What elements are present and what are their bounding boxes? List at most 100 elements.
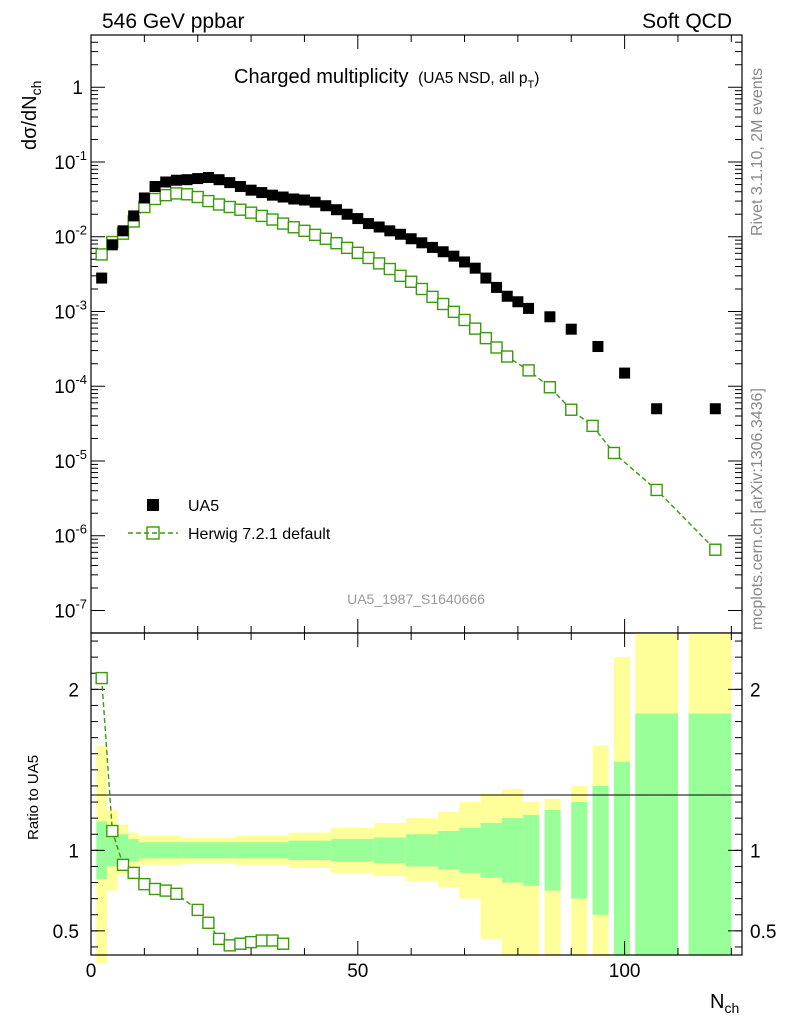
ratio-band-stat xyxy=(437,831,460,870)
mc-point-main xyxy=(372,257,386,270)
data-point-main xyxy=(181,174,193,186)
data-point-main xyxy=(427,241,439,253)
mc-point-main xyxy=(436,297,450,311)
data-point-main xyxy=(592,341,604,353)
data-point-main xyxy=(523,302,535,314)
mc-point-ratio xyxy=(95,671,108,685)
data-point-main xyxy=(469,262,481,274)
legend-label-data: UA5 xyxy=(188,498,219,515)
data-point-main xyxy=(234,181,246,193)
ratio-band-stat xyxy=(480,822,502,878)
data-point-main xyxy=(709,403,721,415)
mc-point-main xyxy=(426,290,439,304)
ratio-axis-ticks: 0.5 0.5 1 1 2 2 0 50 100 xyxy=(53,633,776,982)
mc-point-main xyxy=(340,241,354,255)
mc-point-ratio xyxy=(127,866,140,880)
mc-point-ratio xyxy=(191,903,204,917)
mc-point-main xyxy=(586,419,599,433)
data-point-main xyxy=(341,208,353,220)
ratio-band-stat xyxy=(288,840,332,861)
data-point-main xyxy=(298,194,310,206)
data-point-main xyxy=(277,191,289,203)
mc-point-main xyxy=(479,331,493,345)
ratio-band-stat xyxy=(688,713,732,955)
main-ytick-label: 10-7 xyxy=(54,596,87,622)
legend-marker-mc xyxy=(146,526,160,540)
data-point-main xyxy=(320,200,332,212)
header-right: Soft QCD xyxy=(642,10,732,33)
mc-point-main xyxy=(468,322,482,335)
ratio-ytick-label-left: 1 xyxy=(68,841,79,862)
mc-point-main xyxy=(543,381,557,394)
mc-point-main xyxy=(95,248,108,261)
main-frame xyxy=(90,34,743,634)
mc-point-main xyxy=(159,188,172,202)
mc-point-main xyxy=(148,192,162,206)
data-point-main xyxy=(128,210,140,222)
main-ytick-label: 10-1 xyxy=(54,148,87,174)
data-point-main xyxy=(512,296,524,308)
mc-point-ratio xyxy=(234,937,247,950)
mc-point-main xyxy=(404,275,418,288)
mc-point-ratio xyxy=(138,877,151,891)
mc-point-main xyxy=(351,246,365,259)
data-series-main xyxy=(96,172,721,415)
mc-point-main xyxy=(490,341,503,354)
mc-point-main xyxy=(565,403,578,416)
ratio-ytick-label-left: 0.5 xyxy=(53,922,79,943)
data-point-main xyxy=(256,187,268,199)
xtick-label: 50 xyxy=(347,961,368,982)
mc-point-main xyxy=(276,217,290,230)
ratio-ytick-label-right: 0.5 xyxy=(750,922,776,943)
mc-point-main xyxy=(458,313,471,327)
main-ytick-exp: -1 xyxy=(75,148,87,163)
data-point-main xyxy=(459,256,471,268)
mc-point-main xyxy=(308,228,322,242)
mc-point-main xyxy=(170,187,183,200)
xtick-label: 0 xyxy=(86,961,97,982)
main-plot-panel: 10-710-610-510-410-310-210-11 xyxy=(54,34,743,634)
ratio-plot-panel: 0.5 0.5 1 1 2 2 0 50 100 xyxy=(53,632,776,982)
data-point-main xyxy=(160,176,172,188)
data-point-main xyxy=(437,246,449,258)
ratio-ytick-label-right: 1 xyxy=(750,841,761,862)
ratio-band-stat xyxy=(613,761,630,955)
data-point-main xyxy=(565,323,577,335)
plot-title: Charged multiplicity (UA5 NSD, all pT) xyxy=(234,66,539,91)
data-point-main xyxy=(352,213,364,225)
data-point-main xyxy=(170,174,182,186)
ylabel-main-sub: ch xyxy=(28,81,44,96)
data-point-main xyxy=(224,177,236,189)
main-ytick-exp: -4 xyxy=(75,372,87,387)
main-ytick-base: 10 xyxy=(54,527,75,548)
mc-point-ratio xyxy=(159,884,172,897)
ratio-band-stat xyxy=(107,834,118,867)
mc-point-main xyxy=(709,543,722,556)
mc-point-main xyxy=(362,251,375,265)
xlabel-sub: ch xyxy=(724,1000,739,1016)
data-point-main xyxy=(245,184,257,196)
mc-point-main xyxy=(319,232,332,245)
ratio-frame xyxy=(90,632,743,956)
ratio-band-stat xyxy=(523,814,540,886)
data-point-main xyxy=(202,172,214,184)
header-left: 546 GeV ppbar xyxy=(102,10,244,33)
mc-point-ratio xyxy=(244,935,258,949)
mc-point-main xyxy=(650,483,663,497)
data-point-main xyxy=(373,221,385,233)
main-ytick-label: 1 xyxy=(72,78,83,99)
main-axis-ticks: 10-710-610-510-410-310-210-11 xyxy=(54,35,742,633)
mc-point-ratio xyxy=(276,937,290,950)
plot-title-suffix: (UA5 NSD, all p xyxy=(418,70,527,87)
data-point-main xyxy=(213,174,225,186)
mc-point-main xyxy=(501,350,514,363)
main-ytick-base: 10 xyxy=(54,228,75,249)
data-point-main xyxy=(106,239,118,251)
data-point-main xyxy=(117,225,129,237)
mc-point-main xyxy=(191,190,204,204)
main-ytick-label: 10-4 xyxy=(54,372,87,398)
mc-point-main xyxy=(223,200,236,214)
data-point-main xyxy=(330,204,342,216)
data-point-main xyxy=(405,233,417,245)
